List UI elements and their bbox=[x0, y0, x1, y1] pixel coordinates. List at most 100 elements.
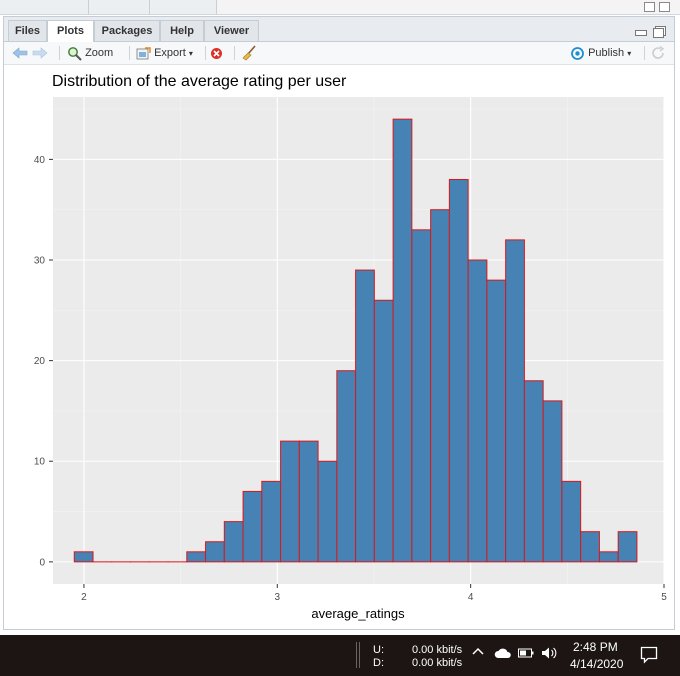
histogram-bar bbox=[73, 551, 94, 563]
magnifier-icon bbox=[68, 46, 82, 61]
tab-viewer[interactable]: Viewer bbox=[204, 20, 259, 41]
forward-button[interactable] bbox=[32, 42, 48, 64]
clear-all-button[interactable] bbox=[241, 42, 257, 64]
y-tick-label: 40 bbox=[34, 155, 46, 166]
tab-label: Packages bbox=[101, 25, 153, 37]
show-hidden-icons-button[interactable] bbox=[472, 647, 484, 659]
histogram-bar bbox=[373, 299, 394, 563]
y-tick-label: 20 bbox=[34, 356, 46, 367]
notification-icon bbox=[640, 646, 658, 664]
dropdown-caret-icon: ▾ bbox=[188, 49, 193, 58]
pane-minimize-icon[interactable] bbox=[634, 29, 647, 36]
onedrive-button[interactable] bbox=[494, 647, 512, 662]
speaker-icon bbox=[542, 647, 557, 659]
histogram-bar bbox=[298, 440, 319, 563]
axes: 2 3 4 5 0 10 20 30 40 bbox=[34, 155, 667, 603]
tab-packages[interactable]: Packages bbox=[94, 20, 160, 41]
histogram-bar bbox=[617, 531, 638, 563]
histogram-bar bbox=[205, 541, 225, 563]
battery-icon bbox=[518, 648, 534, 658]
histogram-bar bbox=[355, 269, 375, 563]
plots-toolbar: Zoom Export ▾ Publish ▾ bbox=[4, 42, 674, 65]
back-arrow-icon bbox=[12, 47, 28, 59]
publish-button[interactable]: Publish ▾ bbox=[570, 42, 631, 64]
histogram-bar bbox=[561, 480, 582, 563]
upper-minimize-icon[interactable] bbox=[644, 2, 655, 12]
histogram-bar bbox=[580, 531, 600, 563]
action-center-button[interactable] bbox=[640, 646, 658, 667]
histogram-bar bbox=[505, 239, 525, 563]
pane-maximize-icon[interactable] bbox=[653, 27, 664, 38]
tab-help[interactable]: Help bbox=[160, 20, 204, 41]
tab-label: Files bbox=[14, 25, 41, 37]
histogram-bar bbox=[223, 521, 244, 563]
dropdown-caret-icon: ▾ bbox=[627, 49, 632, 58]
x-tick-label: 3 bbox=[275, 592, 281, 603]
pane-window-controls bbox=[633, 24, 664, 42]
upper-maximize-icon[interactable] bbox=[659, 2, 670, 12]
toolbar-divider bbox=[129, 46, 130, 60]
clock-time[interactable]: 2:48 PM bbox=[573, 640, 618, 654]
y-tick-label: 30 bbox=[34, 256, 46, 267]
back-button[interactable] bbox=[12, 42, 28, 64]
upper-tab-stub bbox=[89, 0, 150, 14]
refresh-icon bbox=[652, 46, 665, 59]
plot-viewer: Distribution of the average rating per u… bbox=[4, 65, 674, 628]
battery-button[interactable] bbox=[518, 648, 534, 661]
histogram-bar bbox=[523, 380, 544, 563]
tab-files[interactable]: Files bbox=[8, 20, 47, 41]
net-upload-value: 0.00 kbit/s bbox=[412, 644, 463, 656]
net-upload-label: U: bbox=[373, 644, 384, 656]
histogram-bar bbox=[411, 229, 432, 563]
tab-plots[interactable]: Plots bbox=[47, 20, 94, 42]
export-button[interactable]: Export ▾ bbox=[136, 42, 193, 64]
chevron-up-icon bbox=[472, 647, 484, 655]
broom-icon bbox=[242, 45, 256, 61]
histogram-bar bbox=[392, 118, 413, 563]
histogram-bar bbox=[242, 490, 263, 563]
x-tick-label: 2 bbox=[81, 592, 87, 603]
toolbar-divider bbox=[59, 46, 60, 60]
upper-pane-remnant bbox=[0, 0, 680, 15]
y-tick-label: 10 bbox=[34, 457, 46, 468]
tab-label: Help bbox=[170, 25, 194, 37]
histogram-bars bbox=[73, 118, 638, 563]
publish-icon bbox=[571, 46, 584, 60]
histogram-bar bbox=[542, 400, 563, 563]
y-tick-label: 0 bbox=[39, 557, 45, 568]
chart-title: Distribution of the average rating per u… bbox=[52, 73, 347, 90]
histogram-bar bbox=[448, 179, 469, 563]
toolbar-divider bbox=[205, 46, 206, 60]
plots-pane: Files Plots Packages Help Viewer Zoom Ex… bbox=[3, 16, 675, 630]
publish-label: Publish bbox=[588, 47, 625, 59]
export-icon bbox=[136, 46, 151, 59]
histogram-bar bbox=[336, 370, 357, 563]
histogram-bar bbox=[598, 551, 619, 563]
toolbar-divider bbox=[234, 46, 235, 60]
histogram-chart: Distribution of the average rating per u… bbox=[34, 73, 667, 621]
histogram-bar bbox=[486, 279, 507, 563]
tab-label: Viewer bbox=[213, 25, 250, 37]
x-tick-label: 4 bbox=[468, 592, 474, 603]
upper-tab-stub bbox=[0, 0, 89, 14]
zoom-button[interactable]: Zoom bbox=[67, 42, 113, 64]
volume-button[interactable] bbox=[541, 646, 557, 663]
windows-taskbar: U: D: 0.00 kbit/s 0.00 kbit/s 2:48 PM 4/… bbox=[0, 635, 680, 676]
histogram-bar bbox=[280, 440, 300, 563]
histogram-bar bbox=[317, 460, 338, 563]
clock-date[interactable]: 4/14/2020 bbox=[570, 657, 624, 671]
taskbar-grip bbox=[356, 642, 360, 668]
tab-label: Plots bbox=[57, 25, 84, 37]
x-axis-title: average_ratings bbox=[311, 606, 405, 621]
pane-tab-bar: Files Plots Packages Help Viewer bbox=[4, 17, 674, 42]
histogram-bar bbox=[186, 551, 207, 563]
net-download-label: D: bbox=[373, 657, 384, 669]
remove-icon bbox=[211, 47, 222, 59]
histogram-bar bbox=[261, 480, 282, 563]
refresh-button[interactable] bbox=[651, 42, 665, 64]
forward-arrow-icon bbox=[32, 47, 48, 59]
export-label: Export bbox=[154, 47, 186, 59]
net-download-value: 0.00 kbit/s bbox=[412, 657, 463, 669]
cloud-icon bbox=[494, 648, 511, 658]
remove-plot-button[interactable] bbox=[210, 42, 223, 64]
